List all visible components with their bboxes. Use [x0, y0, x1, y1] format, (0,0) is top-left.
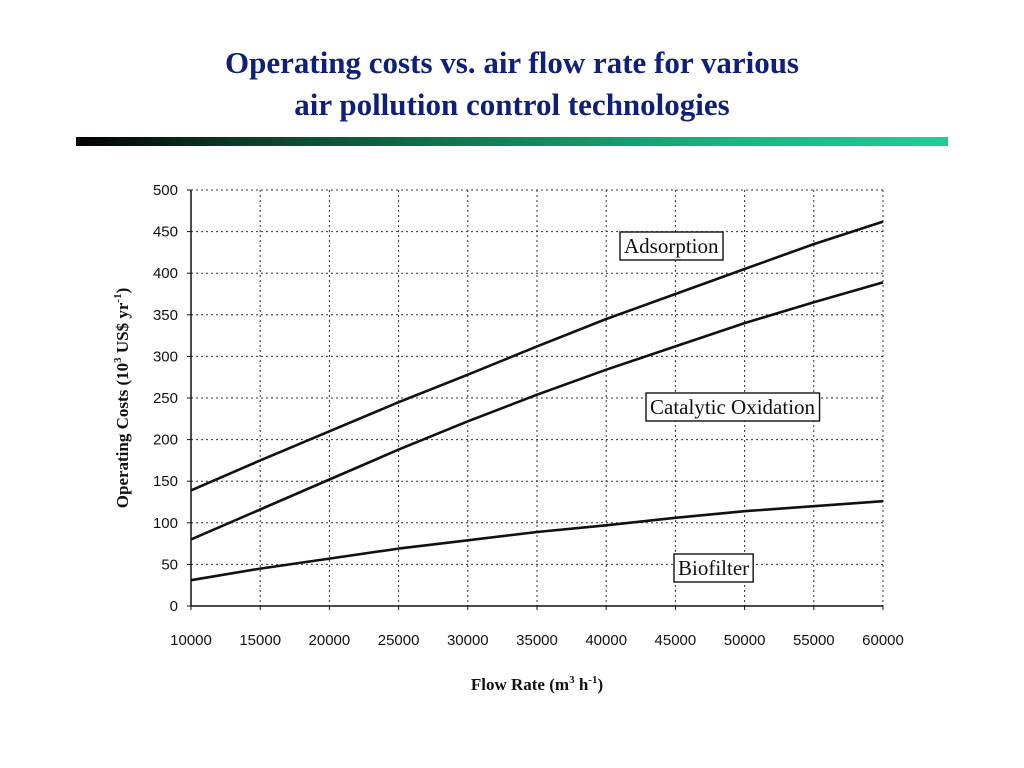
y-tick-label: 500 [153, 182, 178, 199]
series-label-text: Catalytic Oxidation [650, 395, 816, 419]
x-tick-label: 25000 [378, 632, 420, 649]
plot-frame [187, 189, 884, 610]
slide-title-line-1: Operating costs vs. air flow rate for va… [225, 45, 799, 80]
x-tick-label: 30000 [447, 632, 489, 649]
slide-title: Operating costs vs. air flow rate for va… [0, 42, 1024, 126]
y-tick-label: 250 [153, 390, 178, 407]
y-tick-label: 200 [153, 432, 178, 449]
series-line-catalytic-oxidation [190, 281, 884, 541]
y-tick-label: 50 [161, 556, 178, 573]
series-labels: Adsorption Catalytic Oxidation Biofilter [619, 231, 821, 583]
series-label-box [673, 553, 754, 583]
y-tick-label: 100 [153, 515, 178, 532]
y-tick-label: 150 [153, 473, 178, 490]
series-line-biofilter [190, 499, 884, 582]
x-tick-label: 55000 [793, 632, 835, 649]
series-line-adsorption [190, 220, 884, 492]
y-tick-label: 350 [153, 307, 178, 324]
series-label-box [619, 231, 724, 261]
series-label-catalytic-oxidation: Catalytic Oxidation [645, 392, 821, 422]
y-tick-label: 0 [170, 598, 178, 615]
x-axis-title: Flow Rate (m3 h-1) [471, 674, 603, 694]
y-tick-label: 400 [153, 265, 178, 282]
x-tick-label: 10000 [170, 632, 212, 649]
x-tick-label: 35000 [516, 632, 558, 649]
x-tick-label: 45000 [655, 632, 697, 649]
series-label-box [645, 392, 821, 422]
series-label-text: Adsorption [624, 234, 719, 258]
x-tick-label: 60000 [862, 632, 904, 649]
y-tick-label: 300 [153, 348, 178, 365]
title-divider [76, 137, 948, 146]
y-tick-label: 450 [153, 224, 178, 241]
series-lines [190, 220, 884, 582]
x-tick-label: 50000 [724, 632, 766, 649]
tick-labels: 0 50 100 150 200 250 300 350 400 450 500 10000 15000… [153, 182, 904, 649]
slide-title-line-2: air pollution control technologies [294, 87, 730, 122]
series-label-biofilter: Biofilter [673, 553, 754, 583]
y-axis-title: Operating Costs (103 US$ yr-1) [112, 288, 132, 509]
series-label-text: Biofilter [678, 556, 749, 580]
series-label-adsorption: Adsorption [619, 231, 724, 261]
x-tick-label: 15000 [239, 632, 281, 649]
x-tick-label: 40000 [585, 632, 627, 649]
x-tick-label: 20000 [309, 632, 351, 649]
